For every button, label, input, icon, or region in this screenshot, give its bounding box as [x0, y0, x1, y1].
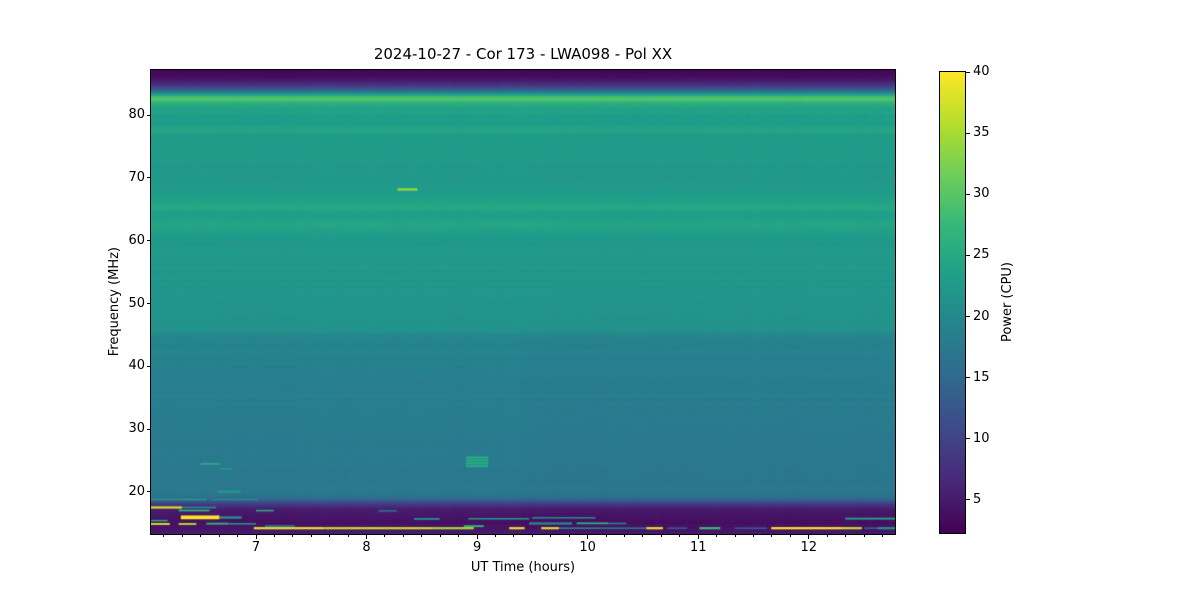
colorbar-tick — [966, 71, 970, 73]
y-tick-label: 70 — [128, 169, 145, 185]
x-minor-tick — [863, 535, 865, 537]
x-minor-tick — [531, 535, 533, 537]
x-minor-tick — [347, 535, 349, 537]
y-major-tick — [147, 428, 151, 430]
colorbar-tick-label: 15 — [973, 369, 990, 385]
y-major-tick — [147, 114, 151, 116]
x-minor-tick — [716, 535, 718, 537]
colorbar-tick — [966, 377, 970, 379]
colorbar-tick-label: 5 — [973, 491, 982, 507]
x-minor-tick — [163, 535, 165, 537]
x-minor-tick — [513, 535, 515, 537]
x-minor-tick — [679, 535, 681, 537]
colorbar-tick — [966, 316, 970, 318]
x-minor-tick — [495, 535, 497, 537]
colorbar-tick — [966, 499, 970, 501]
x-minor-tick — [771, 535, 773, 537]
colorbar-tick — [966, 438, 970, 440]
y-major-tick — [147, 303, 151, 305]
x-minor-tick — [605, 535, 607, 537]
x-minor-tick — [200, 535, 202, 537]
y-tick-label: 20 — [128, 483, 145, 499]
x-tick-label: 10 — [579, 540, 596, 555]
x-minor-tick — [845, 535, 847, 537]
y-tick-label: 80 — [128, 107, 145, 123]
colorbar-tick — [966, 193, 970, 195]
y-tick-label: 50 — [128, 295, 145, 311]
y-major-tick — [147, 365, 151, 367]
x-axis-label: UT Time (hours) — [470, 560, 576, 575]
x-minor-tick — [402, 535, 404, 537]
colorbar-tick — [966, 132, 970, 134]
x-minor-tick — [310, 535, 312, 537]
x-minor-tick — [273, 535, 275, 537]
x-major-tick — [366, 535, 368, 539]
x-major-tick — [697, 535, 699, 539]
x-minor-tick — [789, 535, 791, 537]
x-minor-tick — [624, 535, 626, 537]
x-minor-tick — [881, 535, 883, 537]
colorbar-tick-label: 25 — [973, 247, 990, 263]
x-tick-label: 12 — [800, 540, 818, 555]
x-minor-tick — [292, 535, 294, 537]
x-minor-tick — [550, 535, 552, 537]
x-minor-tick — [568, 535, 570, 537]
colorbar-label: Power (CPU) — [999, 262, 1015, 343]
x-major-tick — [587, 535, 589, 539]
x-tick-label: 8 — [362, 540, 371, 555]
colorbar-tick-label: 30 — [973, 186, 990, 202]
y-tick-label: 60 — [128, 232, 145, 248]
x-minor-tick — [181, 535, 183, 537]
colorbar — [939, 71, 966, 534]
x-minor-tick — [384, 535, 386, 537]
y-tick-label: 40 — [128, 358, 145, 374]
x-minor-tick — [237, 535, 239, 537]
x-minor-tick — [734, 535, 736, 537]
x-minor-tick — [660, 535, 662, 537]
x-tick-label: 11 — [689, 540, 707, 555]
chart-title: 2024-10-27 - Cor 173 - LWA098 - Pol XX — [373, 45, 673, 63]
x-minor-tick — [421, 535, 423, 537]
x-minor-tick — [329, 535, 331, 537]
x-minor-tick — [826, 535, 828, 537]
x-tick-label: 7 — [251, 540, 261, 555]
colorbar-tick-label: 10 — [973, 430, 990, 446]
y-major-tick — [147, 491, 151, 493]
y-major-tick — [147, 240, 151, 242]
colorbar-tick-label: 40 — [973, 64, 990, 79]
spectrogram-heatmap — [151, 70, 895, 534]
colorbar-tick-label: 20 — [973, 308, 990, 324]
x-minor-tick — [218, 535, 220, 537]
x-minor-tick — [642, 535, 644, 537]
x-minor-tick — [439, 535, 441, 537]
x-major-tick — [808, 535, 810, 539]
x-minor-tick — [752, 535, 754, 537]
x-major-tick — [255, 535, 257, 539]
x-major-tick — [476, 535, 478, 539]
x-minor-tick — [458, 535, 460, 537]
y-major-tick — [147, 177, 151, 179]
y-tick-label: 30 — [128, 421, 145, 437]
x-tick-label: 9 — [472, 540, 482, 555]
colorbar-tick-label: 35 — [973, 125, 990, 141]
colorbar-tick — [966, 254, 970, 256]
